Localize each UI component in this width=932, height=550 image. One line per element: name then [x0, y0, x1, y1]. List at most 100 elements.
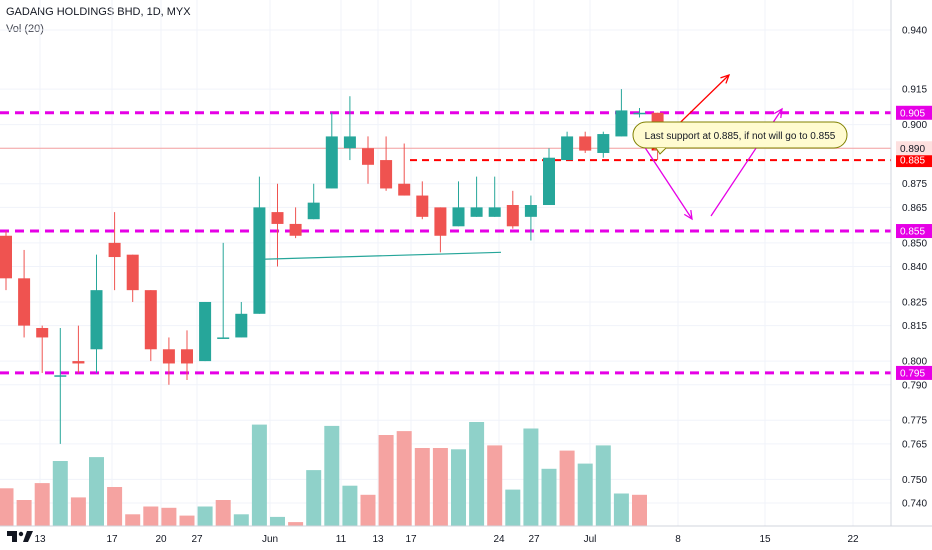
volume-bar	[70, 497, 86, 526]
volume-bar	[89, 457, 104, 526]
price-tick-label: 0.800	[902, 357, 927, 368]
price-tick-label: 0.740	[902, 499, 927, 510]
current-price-tag-bg	[896, 141, 932, 156]
price-tick-label: 0.815	[902, 321, 927, 332]
price-tag-0.795-bg	[896, 365, 932, 380]
time-tick-label: 13	[372, 534, 384, 545]
candle-body	[253, 207, 266, 314]
time-tick-label: 22	[847, 534, 859, 545]
candle-body	[72, 361, 85, 364]
candle-body	[380, 160, 393, 189]
candle-body	[488, 207, 501, 217]
candle-body	[452, 207, 465, 227]
candle-body	[289, 223, 302, 236]
volume-bar	[197, 506, 213, 526]
price-tag-0.885: 0.885	[900, 156, 925, 167]
price-tick-label: 0.775	[902, 416, 927, 427]
candle-body	[325, 136, 338, 189]
volume-bar	[469, 422, 485, 526]
current-price-tag: 0.890	[900, 144, 925, 155]
time-tick-label: 27	[528, 534, 540, 545]
candle-body	[126, 254, 139, 291]
candle-body	[579, 136, 592, 151]
candle-body	[181, 349, 193, 364]
price-tick-label: 0.840	[902, 262, 927, 273]
volume-bar	[161, 507, 177, 526]
candle-body	[307, 202, 320, 220]
volume-bar	[360, 494, 376, 526]
time-tick-label: 11	[336, 534, 347, 545]
drawings[interactable]: Last support at 0.885, if not will go to…	[257, 73, 848, 261]
price-tag-0.885-bg	[896, 153, 932, 168]
bearish-arrow	[643, 145, 693, 220]
time-tick-label: 27	[191, 534, 203, 545]
price-tick-label: 0.765	[902, 439, 927, 450]
price-tick-label: 0.875	[902, 179, 927, 190]
candle-body	[199, 301, 212, 362]
volume-bar	[414, 448, 430, 526]
volume-bar	[16, 500, 32, 526]
candle-body	[470, 207, 483, 217]
volume-bar	[632, 494, 647, 526]
volume-bar	[559, 450, 575, 526]
annotation-pointer	[655, 147, 667, 155]
candle-body	[54, 375, 67, 377]
candle-body	[36, 327, 49, 338]
price-tick-label: 0.790	[902, 380, 927, 391]
volume-bar	[107, 487, 123, 526]
trend-line	[257, 251, 502, 261]
time-tick-label: 20	[155, 534, 167, 545]
price-tag-0.905-bg	[896, 105, 932, 120]
rebound-arrow-head	[773, 107, 783, 119]
candle-body	[343, 136, 356, 149]
volume-bar	[577, 463, 593, 526]
price-tick-label: 0.915	[902, 85, 927, 96]
price-tag-0.855: 0.855	[900, 227, 925, 238]
volume-bar	[288, 522, 304, 526]
time-axis[interactable]: 13 17 20 27 Jun 11 13 17 24 27 Jul 8 15 22	[0, 525, 932, 545]
volume-bar	[270, 516, 285, 526]
volume-bar	[179, 515, 195, 526]
candle-body	[615, 110, 628, 137]
price-tick-label: 0.900	[902, 120, 927, 131]
volume-bar	[505, 489, 521, 526]
volume-bar	[432, 448, 448, 526]
price-tag-0.855-bg	[896, 224, 932, 239]
annotation-bubble[interactable]	[632, 121, 848, 149]
volume-bar	[451, 449, 466, 526]
volume-indicator-label: Vol (20)	[6, 23, 44, 35]
price-tick-label: 0.850	[902, 238, 927, 249]
volume-bar	[541, 468, 557, 526]
price-tick-label: 0.750	[902, 475, 927, 486]
candle-body	[633, 112, 646, 115]
time-tick-label: 8	[675, 534, 681, 545]
volume-bar	[487, 445, 503, 526]
candle-body	[434, 207, 447, 236]
volume-bar	[324, 425, 340, 526]
volume-bar	[34, 483, 50, 526]
price-tag-0.795: 0.795	[900, 368, 925, 379]
time-tick-label: 24	[493, 534, 505, 545]
volume-bar	[342, 485, 358, 526]
volume-bar	[215, 500, 231, 526]
volume-bar	[143, 506, 159, 526]
candle-body	[524, 205, 537, 217]
candle-body	[597, 134, 610, 153]
tradingview-logo-icon	[7, 531, 33, 542]
candle-body	[18, 278, 31, 326]
time-tick-label: Jul	[584, 534, 597, 545]
time-tick-label: 17	[405, 534, 417, 545]
time-tick-label: 15	[759, 534, 771, 545]
volume-bar	[52, 461, 68, 526]
price-tags: 0.905 0.885 0.855 0.795 0.890	[896, 105, 932, 380]
candle-body	[162, 349, 175, 364]
candle-body	[561, 136, 574, 161]
candle-body	[271, 212, 284, 224]
candle-body	[416, 195, 429, 217]
price-axis[interactable]: 0.740 0.750 0.765 0.775 0.790 0.800 0.815 0.825…	[890, 0, 927, 526]
volume-bar	[523, 428, 539, 526]
candle-body	[543, 157, 555, 206]
candle-body	[398, 183, 411, 196]
volume-bar	[396, 431, 412, 526]
